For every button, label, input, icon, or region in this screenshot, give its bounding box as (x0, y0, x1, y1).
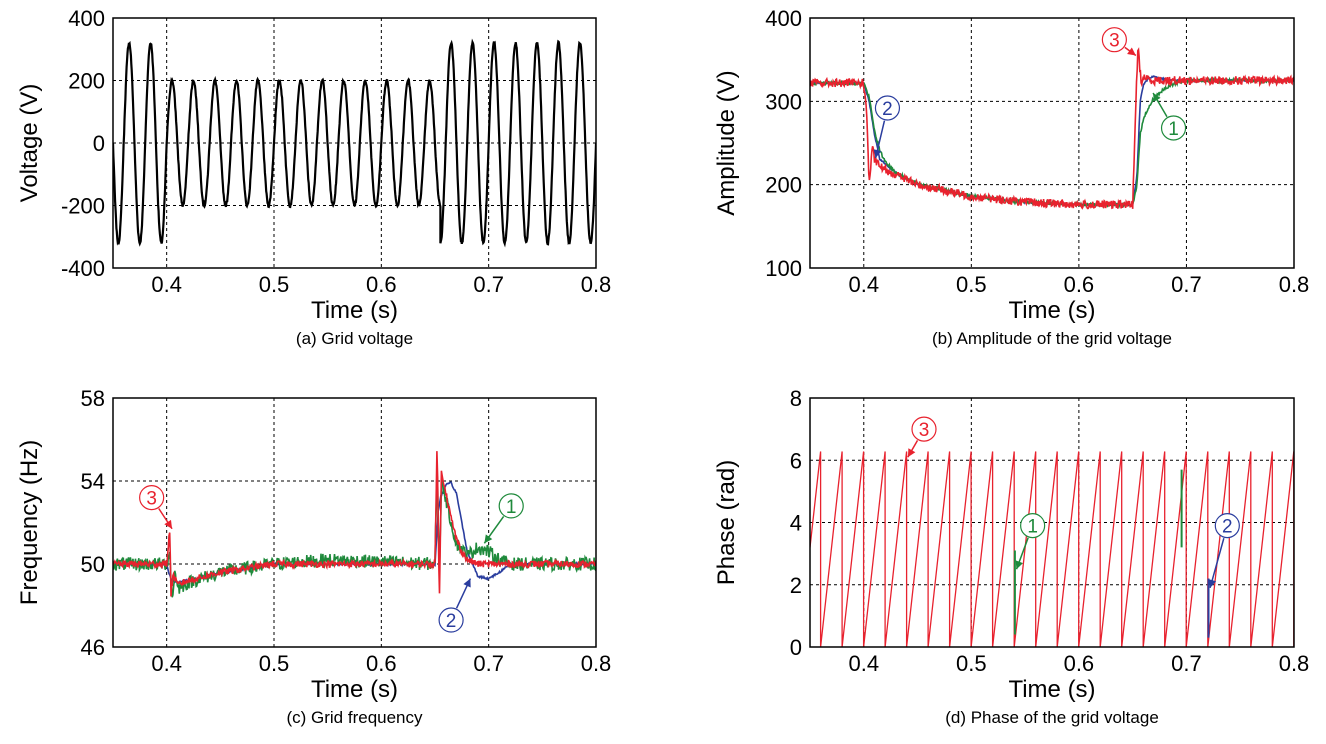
annotation-label: 3 (146, 489, 157, 510)
x-axis-label: Time (s) (1008, 297, 1095, 324)
panel-caption: (c) Grid frequency (286, 708, 423, 727)
y-tick-label: -200 (61, 194, 105, 219)
y-tick-label: 0 (790, 635, 802, 660)
annotation-arrow-head (873, 149, 882, 158)
panel-caption: (b) Amplitude of the grid voltage (932, 329, 1172, 348)
x-tick-label: 0.8 (1279, 272, 1310, 297)
annotation-label: 3 (1109, 31, 1120, 52)
y-tick-label: 8 (790, 386, 802, 411)
y-tick-label: 46 (81, 635, 105, 660)
x-tick-label: 0.4 (151, 651, 182, 676)
annotation-arrow-head (463, 578, 471, 588)
axes-frame (809, 397, 1295, 648)
annotation-circle (1101, 27, 1127, 53)
x-tick-label: 0.8 (1279, 651, 1310, 676)
annotation-circle (1214, 513, 1240, 539)
axes-frame (809, 17, 1295, 269)
annotation-circle (911, 416, 937, 442)
annotation-arrow-head (1015, 560, 1024, 570)
x-tick-label: 0.6 (366, 651, 397, 676)
panel-3: 0.4 0.5 0.6 0.7 0.8 46 50 54 58 Time (s) Frequency… (16, 386, 611, 727)
annotation-label: 1 (1027, 517, 1038, 538)
x-tick-label: 0.5 (259, 651, 290, 676)
panel-caption: (a) Grid voltage (296, 329, 413, 348)
annotation-arrow-head (1208, 579, 1217, 588)
y-tick-label: -400 (61, 256, 105, 281)
series-group (113, 451, 596, 598)
series-line-3 (810, 47, 1294, 210)
annotation-arrow-head (907, 448, 916, 458)
x-tick-label: 0.7 (473, 651, 504, 676)
annotation-arrow-head (1153, 93, 1161, 102)
annotation-label: 1 (1168, 119, 1179, 140)
x-tick-label: 0.7 (1171, 651, 1202, 676)
series-group (113, 38, 596, 248)
series-line-1 (810, 75, 1294, 208)
annotation-circle (498, 493, 524, 519)
annotation-arrow-line (1209, 537, 1225, 589)
y-tick-label: 54 (81, 469, 105, 494)
annotation-circle (874, 95, 901, 121)
annotation-label: 2 (882, 99, 893, 120)
x-tick-label: 0.8 (581, 651, 612, 676)
x-tick-label: 0.5 (956, 651, 987, 676)
annotation-circle (1020, 513, 1046, 539)
annotation-arrow-head (164, 519, 173, 529)
x-tick-label: 0.6 (1064, 272, 1095, 297)
y-tick-label: 2 (790, 573, 802, 598)
y-tick-label: 300 (765, 89, 802, 114)
panel-4: 0.4 0.5 0.6 0.7 0.8 0 2 4 6 8 Time (s) Phase (rad) (… (713, 386, 1309, 727)
x-axis-label: Time (s) (1008, 676, 1095, 703)
y-axis-label: Phase (rad) (713, 460, 740, 585)
series-line-3 (113, 451, 596, 597)
annotation-arrow-head (1127, 47, 1136, 56)
y-tick-label: 58 (81, 386, 105, 411)
x-tick-label: 0.4 (848, 272, 879, 297)
panel-caption: (d) Phase of the grid voltage (945, 708, 1159, 727)
axes-frame (112, 17, 597, 269)
y-axis-label: Frequency (Hz) (16, 440, 43, 605)
y-tick-label: 400 (68, 6, 105, 31)
annotation-circle (438, 607, 464, 633)
panel-2: 0.4 0.5 0.6 0.7 0.8 100 200 300 400 Time (s) Ampli… (713, 6, 1309, 348)
x-tick-label: 0.5 (956, 272, 987, 297)
y-tick-label: 200 (68, 69, 105, 94)
annotation-label: 2 (446, 611, 457, 632)
x-axis-label: Time (s) (311, 297, 398, 324)
y-tick-label: 200 (765, 173, 802, 198)
y-tick-label: 50 (81, 552, 105, 577)
y-tick-label: 400 (765, 6, 802, 31)
x-tick-label: 0.5 (259, 272, 290, 297)
x-tick-label: 0.6 (366, 272, 397, 297)
annotation-label: 1 (506, 497, 517, 518)
series-group (810, 47, 1294, 210)
annotation-arrow-head (484, 534, 493, 544)
x-tick-label: 0.7 (1171, 272, 1202, 297)
axes-frame (112, 397, 597, 648)
y-axis-label: Voltage (V) (16, 84, 43, 203)
phase-series (810, 451, 1294, 647)
y-tick-label: 4 (790, 511, 802, 536)
series-group (810, 451, 1294, 647)
annotation-circle (139, 485, 165, 511)
voltage-series (113, 38, 596, 248)
y-tick-label: 6 (790, 448, 802, 473)
x-tick-label: 0.8 (581, 272, 612, 297)
y-tick-label: 100 (765, 256, 802, 281)
x-axis-label: Time (s) (311, 676, 398, 703)
x-tick-label: 0.4 (848, 651, 879, 676)
x-tick-label: 0.7 (473, 272, 504, 297)
annotation-circle (1160, 115, 1187, 141)
y-tick-label: 0 (93, 131, 105, 156)
y-axis-label: Amplitude (V) (713, 70, 740, 215)
series-line-2 (113, 473, 596, 598)
x-tick-label: 0.6 (1064, 651, 1095, 676)
x-tick-label: 0.4 (151, 272, 182, 297)
annotation-label: 3 (919, 420, 930, 441)
panel-1: 0.4 0.5 0.6 0.7 0.8 -400 -200 0 200 400 Time (s) Vo… (16, 6, 611, 348)
annotation-label: 2 (1222, 517, 1233, 538)
